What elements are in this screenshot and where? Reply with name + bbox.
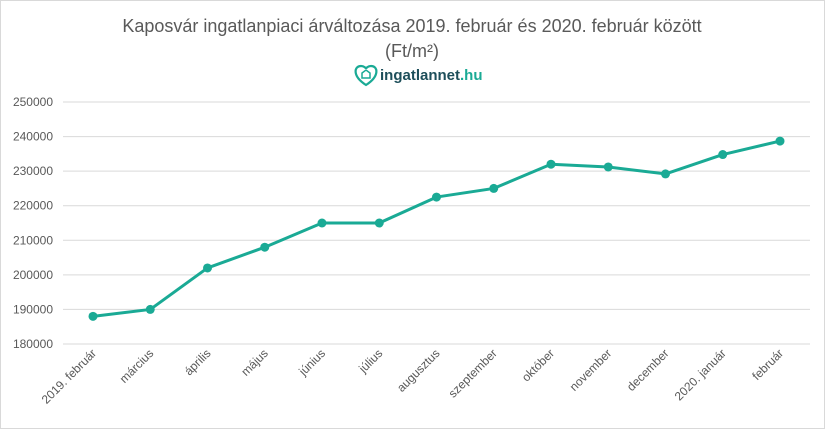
data-point (661, 169, 670, 179)
data-point (203, 263, 212, 273)
logo-name: ingatlannet (380, 67, 460, 84)
data-point (432, 192, 441, 202)
data-point (374, 218, 384, 228)
x-tick-label: február (749, 346, 786, 383)
series-line (88, 136, 785, 321)
data-point (145, 304, 155, 314)
y-tick-label: 180000 (13, 337, 53, 351)
x-tick-label: 2019. február (39, 346, 99, 406)
data-point (603, 162, 613, 172)
data-point (718, 150, 728, 160)
logo: ingatlannet.hu (354, 64, 483, 87)
x-axis-ticks: 2019. február március április május június jú… (39, 346, 786, 406)
y-tick-label: 250000 (13, 95, 53, 109)
x-tick-label: március (117, 346, 157, 386)
data-point (489, 183, 499, 193)
x-tick-label: június (295, 346, 328, 379)
chart-title: Kaposvár ingatlanpiaci árváltozása 2019.… (122, 16, 701, 36)
data-point (317, 218, 327, 228)
x-tick-label: augusztus (394, 346, 443, 395)
logo-suffix: .hu (460, 67, 483, 84)
x-tick-label: október (519, 346, 557, 384)
data-point (88, 311, 98, 321)
y-tick-label: 190000 (13, 302, 53, 316)
chart-subtitle: (Ft/m²) (385, 41, 439, 61)
house-heart-icon (354, 64, 378, 87)
series-line-path (92, 139, 781, 318)
y-tick-label: 200000 (13, 268, 53, 282)
x-tick-label: november (567, 346, 615, 394)
x-tick-label: december (624, 346, 672, 394)
data-point (260, 242, 270, 252)
svg-text:ingatlannet.hu: ingatlannet.hu (380, 67, 483, 84)
x-tick-label: május (238, 346, 271, 379)
x-tick-label: 2020. január (672, 346, 729, 403)
y-tick-label: 240000 (13, 130, 53, 144)
gridlines (63, 101, 810, 345)
y-tick-label: 230000 (13, 164, 53, 178)
y-tick-label: 220000 (13, 199, 53, 213)
y-tick-label: 210000 (13, 233, 53, 247)
x-tick-label: április (182, 346, 214, 378)
y-axis-ticks: 180000 190000 200000 210000 220000 230000 2400… (13, 95, 53, 351)
x-tick-label: szeptember (446, 346, 500, 400)
data-point (546, 159, 556, 169)
x-tick-label: július (355, 346, 385, 376)
data-point (775, 136, 785, 146)
